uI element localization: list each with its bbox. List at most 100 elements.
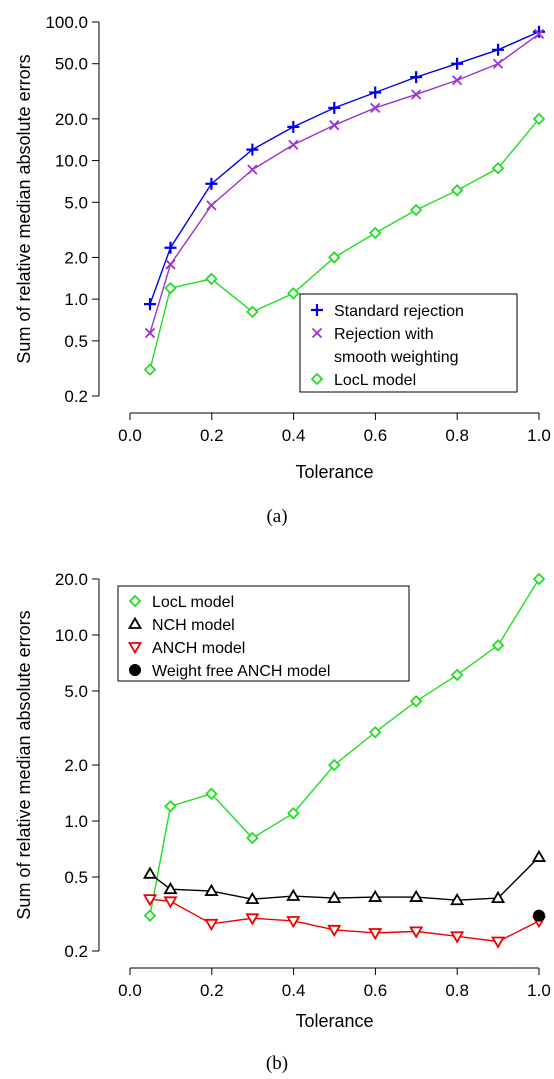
y-tick-label: 1.0 xyxy=(64,812,88,831)
legend-marker xyxy=(129,664,141,676)
legend-marker xyxy=(310,372,324,386)
data-point xyxy=(533,28,545,40)
y-tick-label: 5.0 xyxy=(64,682,88,701)
legend-marker xyxy=(311,327,323,339)
data-point xyxy=(143,363,157,376)
data-point xyxy=(142,894,158,907)
x-tick-label: 1.0 xyxy=(527,426,551,445)
y-tick-label: 20.0 xyxy=(55,110,88,129)
legend-label: Weight free ANCH model xyxy=(152,663,330,680)
data-point xyxy=(450,184,464,197)
series-weight-free-anch-model xyxy=(533,909,545,922)
data-point xyxy=(205,272,218,286)
x-tick-label: 0.2 xyxy=(200,981,224,1000)
y-tick-label: 10.0 xyxy=(55,152,88,171)
y-tick-label: 0.5 xyxy=(64,868,88,887)
data-point xyxy=(204,883,219,896)
data-point xyxy=(206,200,217,211)
data-point xyxy=(287,287,300,300)
legend-marker xyxy=(127,616,143,629)
data-point xyxy=(532,572,546,586)
y-tick-label: 100.0 xyxy=(45,13,88,32)
chart-panel-b: 0.2 0.5 1.0 2.0 5.0 10.0 20.0 0.0 0.2 0.4 0.6 0.8 1.… xyxy=(14,570,551,1074)
data-point xyxy=(409,889,424,902)
legend: Standard rejection Rejection with smooth w… xyxy=(299,293,518,393)
legend-box xyxy=(299,293,518,393)
data-point xyxy=(451,57,464,70)
y-tick-label: 10.0 xyxy=(55,626,88,645)
data-point xyxy=(492,43,505,56)
data-point xyxy=(328,101,341,114)
data-point xyxy=(164,281,177,295)
x-tick-label: 0.8 xyxy=(445,981,469,1000)
x-axis-label: Tolerance xyxy=(295,462,373,482)
data-point xyxy=(247,164,258,175)
data-point xyxy=(286,916,301,929)
data-point xyxy=(490,890,506,903)
data-point xyxy=(245,913,260,926)
x-tick-label: 0.4 xyxy=(282,426,306,445)
data-point xyxy=(327,251,341,264)
y-tick-label: 0.2 xyxy=(64,942,88,961)
data-point xyxy=(410,71,423,84)
x-tick-label: 0.4 xyxy=(282,981,306,1000)
data-point xyxy=(491,639,505,652)
chart-panel-a: 0.2 0.5 1.0 2.0 5.0 10.0 20.0 50.0 100.0 0.0 0.2 0.… xyxy=(14,13,551,527)
data-point xyxy=(205,787,218,801)
data-point xyxy=(451,75,463,86)
data-point xyxy=(450,892,465,906)
legend-marker xyxy=(128,594,142,608)
data-point xyxy=(368,889,383,902)
data-point xyxy=(164,241,177,254)
legend-label: ANCH model xyxy=(152,640,245,657)
x-tick-label: 0.0 xyxy=(118,426,142,445)
series-line xyxy=(149,31,540,305)
legend-label: Standard rejection xyxy=(334,303,464,320)
x-tick-label: 0.6 xyxy=(364,426,388,445)
legend-label: LocL model xyxy=(334,372,416,389)
y-tick-label: 0.2 xyxy=(64,387,88,406)
data-point xyxy=(245,891,260,905)
data-point xyxy=(246,143,259,156)
data-point xyxy=(490,936,506,949)
series-standard-rejection xyxy=(144,25,545,311)
data-point xyxy=(409,926,424,939)
data-point xyxy=(327,924,342,938)
data-point xyxy=(143,909,157,922)
y-axis-label: Sum of relative median absolute errors xyxy=(14,610,34,919)
data-point xyxy=(411,89,422,100)
data-point xyxy=(204,918,219,932)
panel-caption: (b) xyxy=(266,1053,288,1074)
data-point xyxy=(368,226,382,240)
y-tick-label: 0.5 xyxy=(64,332,88,351)
data-point xyxy=(533,25,545,38)
series-nch-model xyxy=(142,849,547,906)
data-point xyxy=(205,177,218,190)
data-point xyxy=(163,881,178,895)
y-tick-label: 50.0 xyxy=(55,55,88,74)
series-anch-model xyxy=(142,894,547,949)
data-point xyxy=(329,120,340,131)
data-point xyxy=(164,799,177,813)
data-point xyxy=(144,327,156,339)
series-rejection-with-smooth-weighting xyxy=(144,28,545,339)
x-tick-label: 0.2 xyxy=(200,426,224,445)
data-point xyxy=(450,668,464,682)
legend-label: Rejection with xyxy=(334,326,434,343)
data-point xyxy=(531,849,547,862)
legend-marker xyxy=(127,642,143,655)
y-tick-label: 2.0 xyxy=(64,756,88,775)
data-point xyxy=(327,890,342,903)
legend-label: smooth weighting xyxy=(334,349,459,366)
legend-label: NCH model xyxy=(152,617,235,634)
data-point xyxy=(163,896,178,909)
data-point xyxy=(368,725,382,739)
data-point xyxy=(286,888,301,901)
y-tick-label: 2.0 xyxy=(64,248,88,267)
data-point xyxy=(369,86,382,99)
data-point xyxy=(287,807,300,820)
y-tick-label: 20.0 xyxy=(55,570,88,589)
data-point xyxy=(144,298,156,311)
y-tick-label: 5.0 xyxy=(64,193,88,212)
